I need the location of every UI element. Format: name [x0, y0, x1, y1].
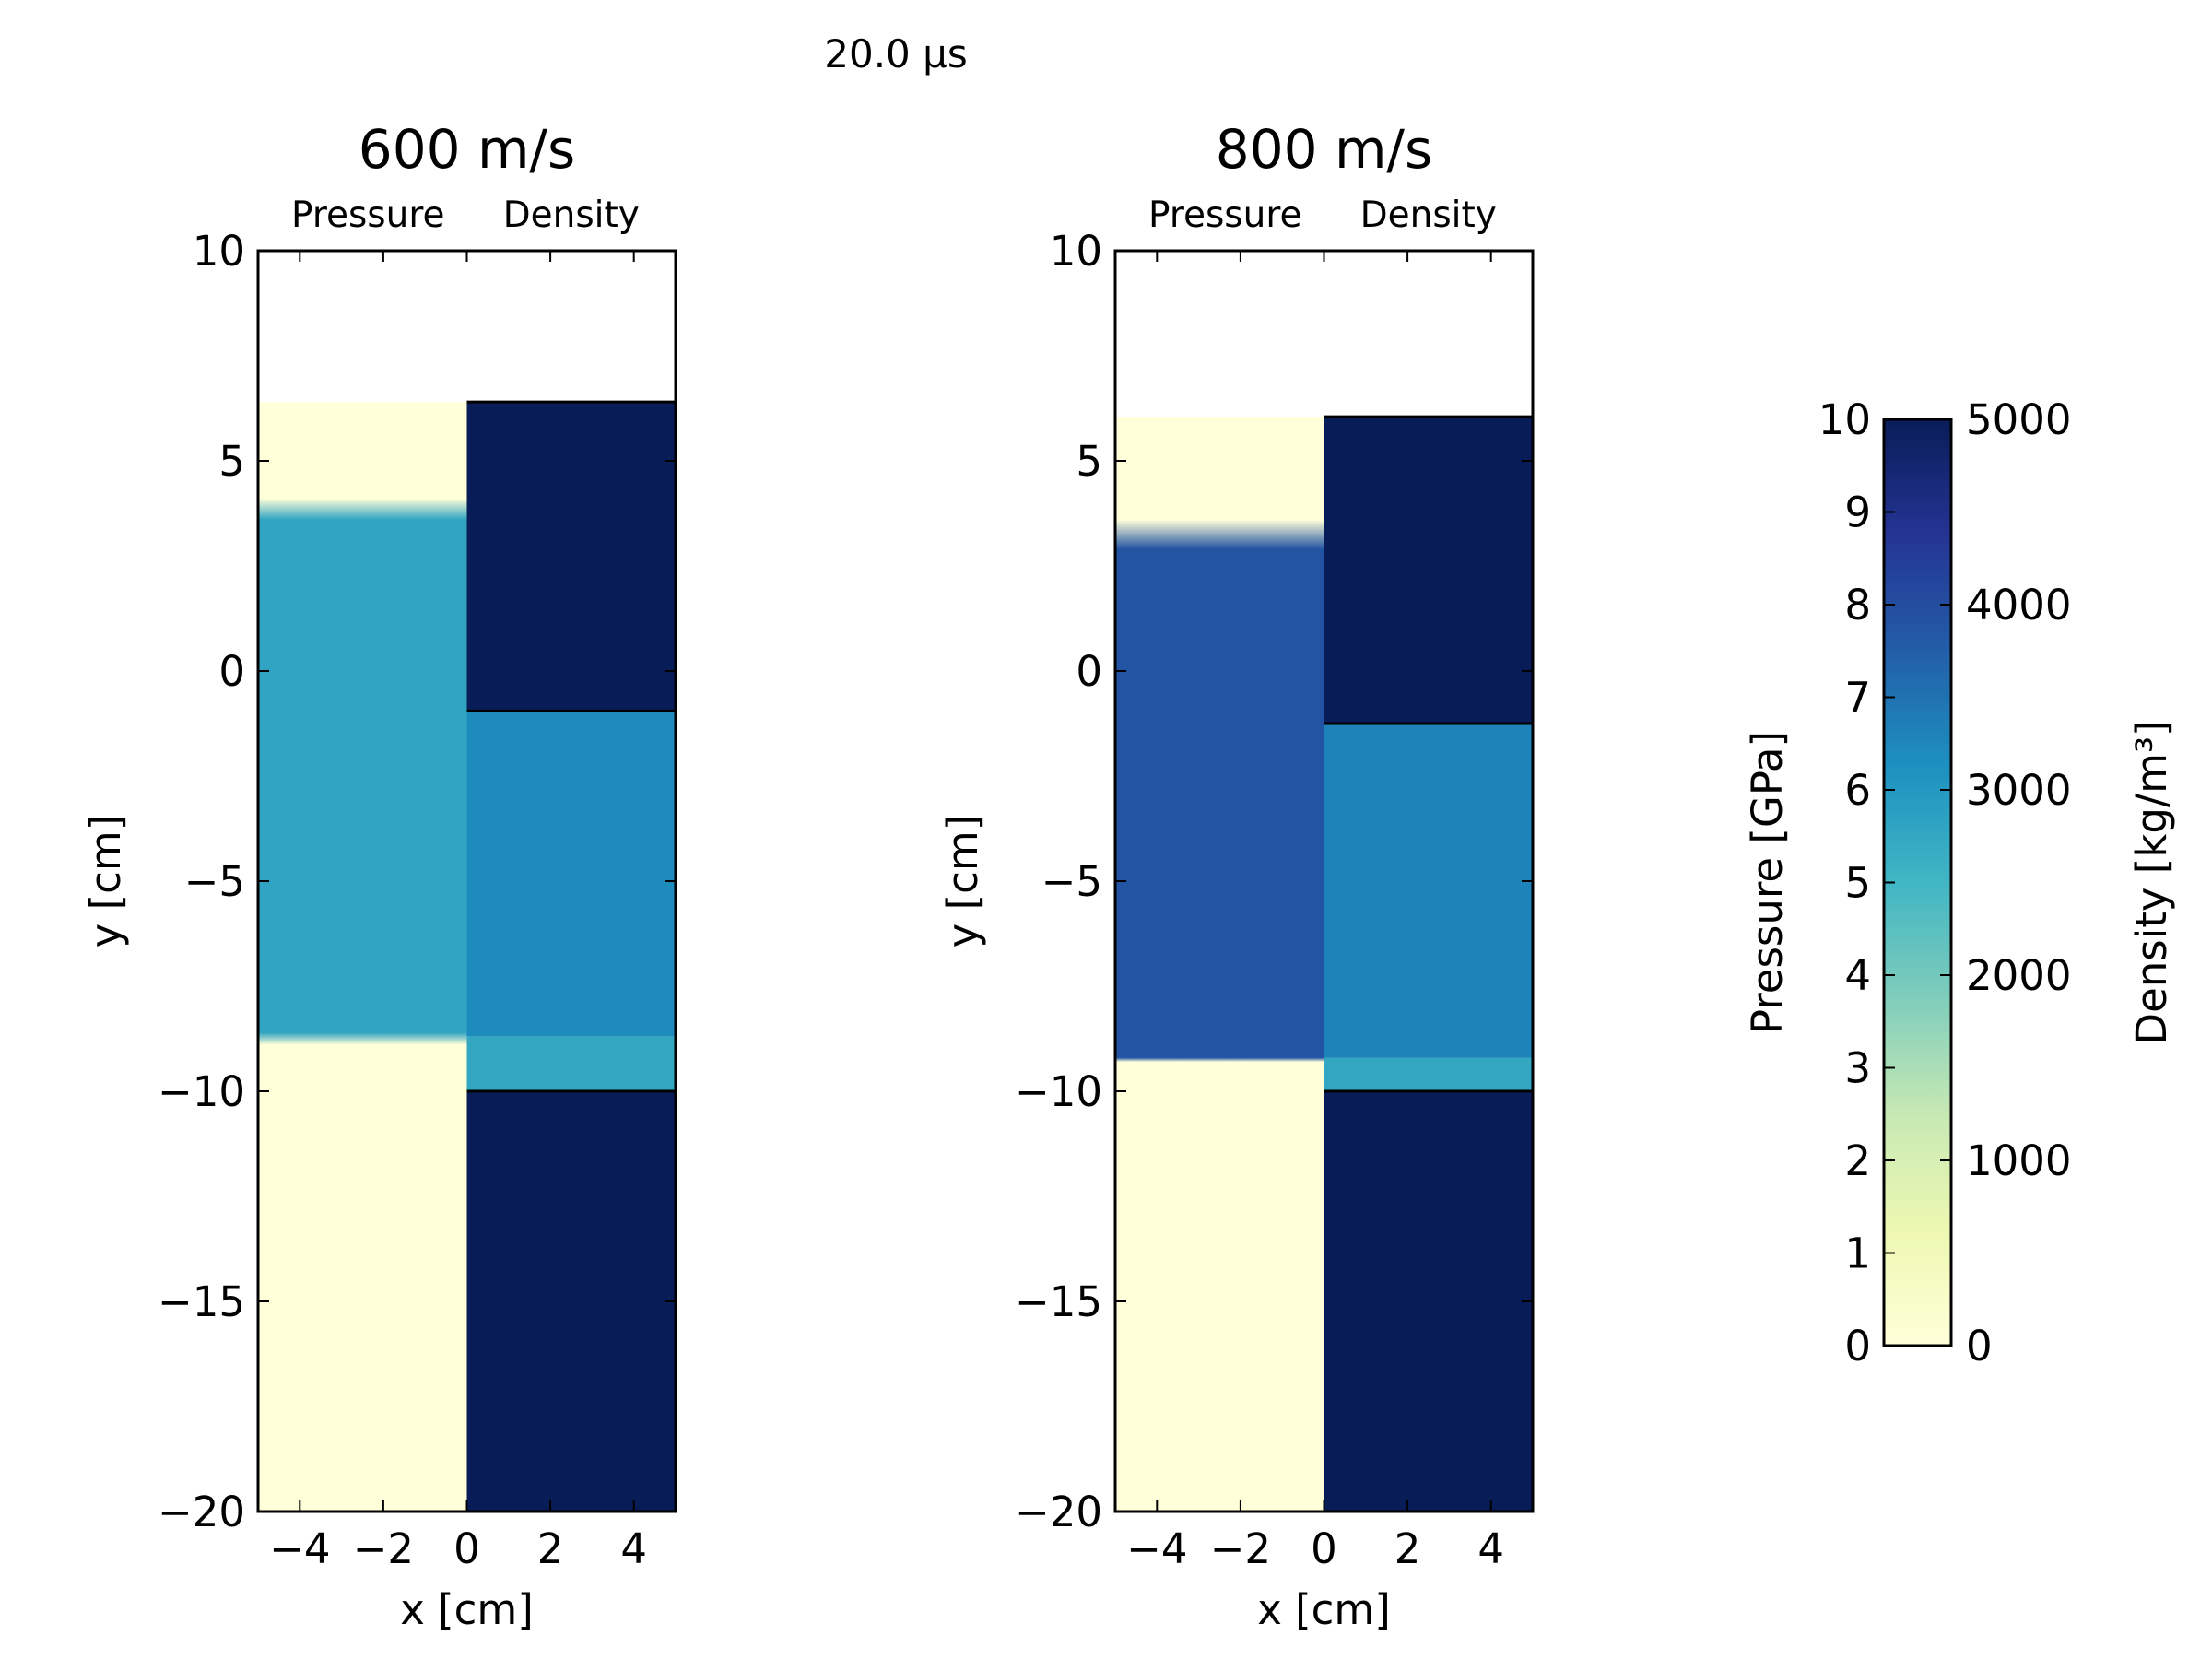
y-tick-label: −15	[158, 1277, 245, 1326]
x-tick-label: 0	[453, 1524, 480, 1573]
colorbar-bar	[1882, 418, 1953, 1347]
y-tick-label: −10	[1015, 1067, 1102, 1116]
x-axis-label: x [cm]	[1257, 1585, 1391, 1634]
colorbar-pressure-tick-label: 0	[1844, 1322, 1871, 1371]
x-tick-label: 2	[1394, 1524, 1421, 1573]
colorbar-density-tick-label: 3000	[1966, 766, 2072, 815]
colorbar-density-tick-label: 4000	[1966, 581, 2072, 629]
density-block-4	[466, 1091, 676, 1512]
colorbar-pressure-label: Pressure [GPa]	[1743, 731, 1792, 1034]
panel-title: 600 m/s	[359, 118, 575, 181]
column-label-pressure: Pressure	[291, 194, 445, 236]
x-tick-label: 4	[1477, 1524, 1504, 1573]
y-axis-label: y [cm]	[938, 815, 987, 948]
panel-title: 800 m/s	[1216, 118, 1432, 181]
x-axis-label: x [cm]	[400, 1585, 534, 1634]
density-block-4	[1324, 1091, 1533, 1512]
colorbar-pressure-tick-label: 10	[1818, 395, 1871, 444]
y-tick-label: −5	[1041, 857, 1102, 906]
colorbar: 0 1 2 3 4 5 6 7 8 9 10 0 1000 2000 3000 4000 5000 Pressur…	[1743, 395, 2176, 1371]
colorbar-density-tick-label: 2000	[1966, 951, 2072, 1000]
x-tick-label: 0	[1311, 1524, 1337, 1573]
colorbar-pressure-tick-label: 8	[1844, 581, 1871, 629]
x-tick-label: −2	[353, 1524, 414, 1573]
x-tick-label: 4	[620, 1524, 647, 1573]
column-label-density: Density	[503, 194, 640, 236]
y-tick-label: 5	[218, 437, 245, 486]
density-block-2	[1324, 724, 1533, 1058]
x-tick-label: −2	[1210, 1524, 1271, 1573]
y-tick-label: −5	[184, 857, 245, 906]
colorbar-density-label: Density [kg/m³]	[2127, 720, 2176, 1044]
colorbar-pressure-tick-label: 3	[1844, 1044, 1871, 1093]
y-tick-label: 0	[1076, 647, 1102, 696]
y-tick-label: 0	[218, 647, 245, 696]
x-tick-label: 2	[537, 1524, 564, 1573]
y-tick-label: 5	[1076, 437, 1102, 486]
density-block-3	[1324, 1057, 1533, 1091]
y-axis-label: y [cm]	[81, 815, 130, 948]
y-tick-label: 10	[193, 227, 245, 276]
colorbar-pressure-tick-label: 4	[1844, 951, 1871, 1000]
x-tick-label: −4	[1126, 1524, 1187, 1573]
pressure-field	[258, 402, 467, 1512]
y-tick-label: −20	[1015, 1488, 1102, 1536]
colorbar-density-tick-label: 0	[1966, 1322, 1993, 1371]
colorbar-pressure-tick-label: 6	[1844, 766, 1871, 815]
density-block-1	[466, 402, 676, 712]
colorbar-pressure-tick-label: 2	[1844, 1136, 1871, 1185]
colorbar-pressure-tick-label: 9	[1844, 488, 1871, 537]
y-tick-label: 10	[1050, 227, 1102, 276]
column-label-pressure: Pressure	[1148, 194, 1302, 236]
y-tick-label: −20	[158, 1488, 245, 1536]
colorbar-pressure-tick-label: 1	[1844, 1230, 1871, 1278]
density-block-3	[466, 1036, 676, 1091]
column-label-density: Density	[1360, 194, 1497, 236]
colorbar-density-tick-label: 1000	[1966, 1136, 2072, 1185]
colorbar-pressure-tick-label: 7	[1844, 674, 1871, 723]
y-tick-label: −10	[158, 1067, 245, 1116]
density-block-2	[466, 711, 676, 1037]
colorbar-density-tick-label: 5000	[1966, 395, 2072, 444]
y-tick-label: −15	[1015, 1277, 1102, 1326]
colorbar-pressure-tick-label: 5	[1844, 859, 1871, 908]
figure-title: 20.0 μs	[824, 31, 967, 76]
density-block-1	[1324, 417, 1533, 724]
x-tick-label: −4	[269, 1524, 330, 1573]
pressure-field	[1115, 417, 1324, 1512]
